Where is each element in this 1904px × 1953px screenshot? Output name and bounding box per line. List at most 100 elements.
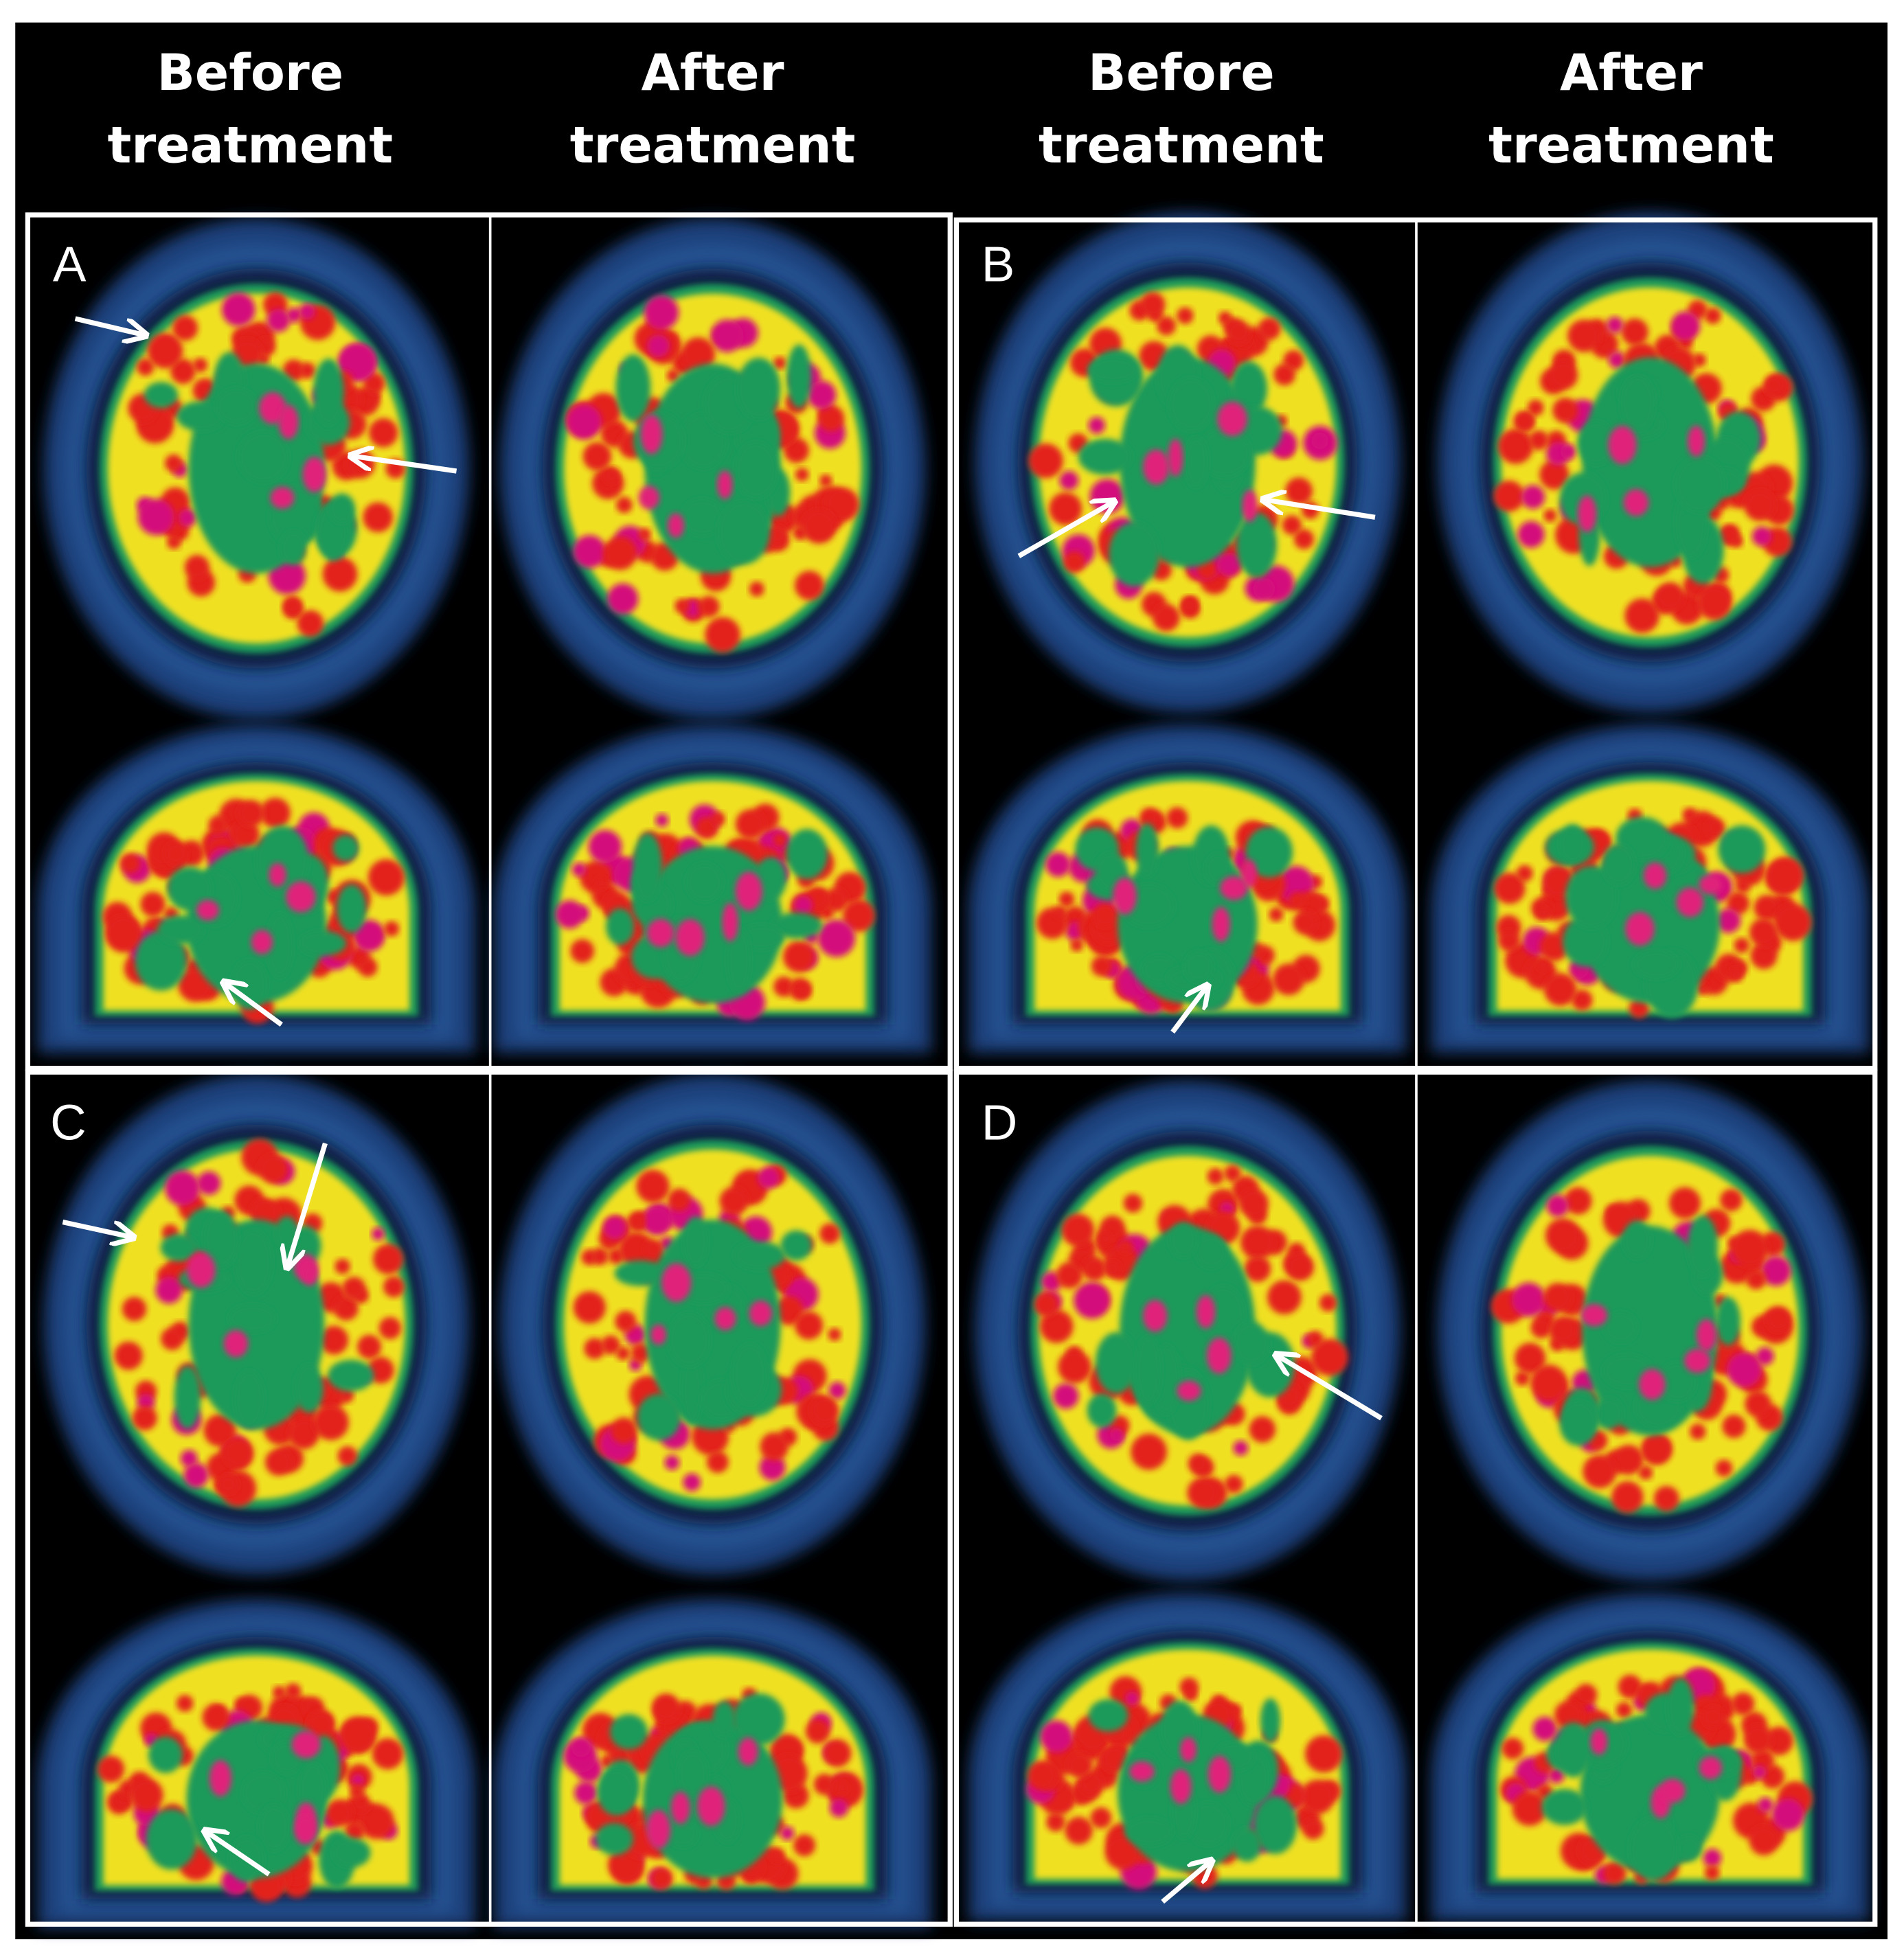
scan-spot	[1716, 908, 1741, 933]
scan-spot	[769, 526, 787, 545]
scan-hot	[670, 1792, 690, 1825]
scan-spot	[571, 862, 587, 877]
scan-spot	[345, 449, 376, 479]
scan-spot	[1092, 902, 1118, 928]
scan-hot	[294, 1815, 317, 1845]
scan-spot	[1039, 1310, 1074, 1343]
scan-spot	[1311, 432, 1328, 450]
scan-spot	[1249, 1416, 1276, 1443]
scan-spot	[1067, 1752, 1093, 1779]
scan-core	[681, 1356, 703, 1424]
scan-core	[597, 1768, 636, 1816]
scan-core	[686, 863, 723, 902]
scan-spot	[286, 307, 302, 323]
scan-spot	[335, 1259, 350, 1275]
scan-hot	[640, 414, 663, 455]
scan-spot	[172, 315, 199, 341]
scan-spot	[166, 535, 181, 549]
scan-core	[1675, 457, 1725, 513]
scan-spot	[178, 508, 197, 527]
scan-spot	[221, 293, 256, 327]
scan-core	[668, 1821, 698, 1848]
brain-scan	[37, 1599, 475, 1928]
scan-spot	[711, 812, 725, 827]
scan-spot	[793, 1834, 816, 1857]
scan-hot	[646, 1809, 671, 1849]
scan-spot	[582, 442, 612, 471]
scans	[37, 212, 1869, 1928]
scan-core	[734, 1241, 786, 1270]
scan-spot	[378, 1316, 401, 1340]
scan-spot	[1539, 459, 1569, 490]
scan-spot	[1731, 1692, 1755, 1715]
scan-spot	[1749, 1825, 1779, 1855]
scan-core	[1087, 357, 1138, 382]
scan-spot	[325, 1799, 353, 1827]
scan-spot	[644, 1239, 664, 1259]
scan-spot	[594, 876, 608, 890]
scan-spot	[238, 799, 265, 827]
scan-spot	[1302, 1818, 1324, 1840]
scan-spot	[1696, 982, 1709, 995]
scan-spot	[666, 369, 680, 382]
scan-spot	[794, 1311, 824, 1340]
scan-spot	[1516, 865, 1533, 882]
scan-spot	[120, 853, 140, 873]
scan-spot	[1613, 1444, 1644, 1475]
scan-spot	[1745, 1391, 1771, 1417]
scan-core	[727, 927, 751, 993]
scan-spot	[618, 1231, 655, 1268]
scan-spot	[1756, 1347, 1774, 1366]
scan-core	[228, 1304, 276, 1333]
scan-spot	[1653, 1485, 1679, 1511]
scan-hot	[1580, 1303, 1608, 1327]
scan-hot	[270, 486, 295, 509]
scan-spot	[1098, 1232, 1113, 1246]
scan-spot	[1641, 1434, 1672, 1465]
scan-spot	[773, 976, 794, 997]
scan-spot	[357, 1334, 382, 1359]
column-header: After	[642, 44, 784, 102]
scan-spot	[218, 1474, 238, 1494]
scan-core	[135, 930, 187, 991]
scan-spot	[1611, 1481, 1644, 1514]
scan-core	[298, 930, 347, 957]
scan-spot	[307, 1711, 335, 1738]
scan-core	[712, 1701, 736, 1738]
scan-spot	[1554, 1700, 1583, 1730]
scan-spot	[313, 1404, 349, 1441]
scan-spot	[1575, 1683, 1598, 1706]
scan-spot	[615, 1310, 637, 1332]
scan-core	[1234, 1321, 1269, 1364]
arrows	[62, 316, 1383, 1904]
scan-spot	[795, 468, 809, 481]
scan-spot	[794, 571, 824, 601]
scan-spot	[735, 809, 766, 839]
scan-spot	[1273, 363, 1295, 386]
scan-hot	[278, 404, 299, 439]
brain-scan	[968, 1592, 1407, 1921]
column-header: Before	[157, 44, 343, 102]
scan-spot	[759, 1454, 786, 1481]
scan-spot	[176, 1695, 194, 1712]
scan-spot	[1669, 1187, 1701, 1219]
scan-core	[732, 1344, 767, 1405]
scan-spot	[570, 939, 595, 963]
scan-core	[216, 388, 257, 424]
scan-spot	[1549, 1316, 1576, 1344]
scan-spot	[1059, 470, 1079, 490]
scan-spot	[1184, 1688, 1198, 1702]
scan-hot	[1687, 425, 1705, 457]
scan-spot	[1123, 1194, 1143, 1213]
column-header: treatment	[1488, 117, 1774, 175]
scan-spot	[137, 499, 174, 536]
scan-spot	[571, 1737, 591, 1757]
scan-spot	[363, 502, 394, 533]
scan-hot	[186, 1252, 216, 1288]
scan-spot	[1535, 906, 1550, 920]
scan-hot	[1699, 1756, 1723, 1780]
scan-spot	[132, 1406, 157, 1431]
brain-scan	[44, 218, 469, 719]
scan-spot	[1567, 319, 1600, 352]
scan-spot	[1049, 492, 1083, 525]
